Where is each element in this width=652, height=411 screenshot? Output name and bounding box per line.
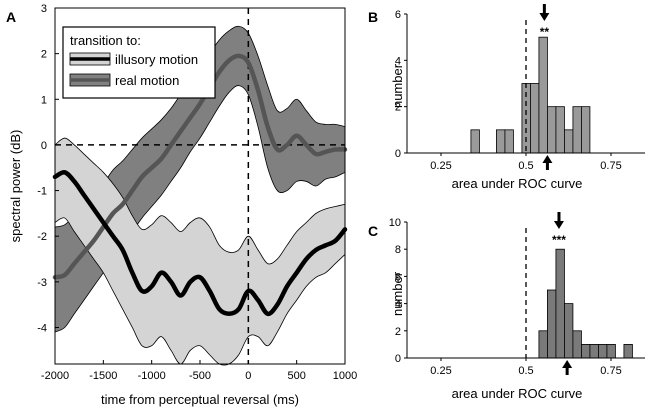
median-arrow-bottom-icon: [542, 155, 553, 163]
y-tick-label: 2: [395, 102, 401, 114]
histogram-b: 0 2 4 6 0.25 0.5 0.75 **: [395, 4, 645, 172]
line-real: [52, 53, 348, 280]
histogram-bar: [555, 248, 565, 359]
x-tick-label: 0.75: [600, 160, 621, 172]
histogram-bar: [589, 343, 599, 359]
panel-label-c: C: [368, 223, 378, 239]
y-tick-label: -4: [37, 322, 47, 334]
x-tick-label: 500: [287, 370, 305, 382]
x-axis-label-c: area under ROC curve: [452, 386, 583, 401]
y-tick-label: 3: [41, 3, 47, 15]
legend: transition to: illusory motion real moti…: [62, 26, 216, 99]
y-axis-label-c: number: [390, 271, 405, 316]
x-tick-label: 0.25: [430, 160, 451, 172]
x-tick-label: 0.5: [518, 365, 533, 377]
x-tick-label: 0.75: [600, 365, 621, 377]
histogram-bar: [547, 106, 557, 154]
line-illusory: [52, 170, 348, 317]
histogram-bar: [496, 129, 506, 154]
y-tick-label: 2: [41, 49, 47, 61]
y-tick-label: 4: [395, 299, 401, 311]
series-lines: [52, 53, 348, 317]
histogram-bar: [547, 289, 557, 359]
mean-arrow-top-icon: [553, 221, 564, 229]
panel-label-a: A: [6, 9, 16, 25]
x-tick-label: -500: [189, 370, 211, 382]
histogram-bar: [623, 343, 633, 359]
histogram-bar: [581, 106, 591, 154]
y-tick-label: 6: [395, 271, 401, 283]
panel-c: C 0 2 4 6 8 10 0.25 0.5 0.75 *** area under ROC c…: [368, 212, 645, 401]
x-tick-label: 1000: [333, 370, 357, 382]
y-ticks-a: 3 2 1 0 -1 -2 -3 -4: [37, 3, 59, 334]
legend-label-real: real motion: [115, 73, 179, 88]
histogram-bar: [538, 36, 548, 154]
y-tick-label: 10: [389, 217, 401, 229]
legend-title: transition to:: [70, 33, 141, 48]
histogram-bar: [581, 343, 591, 359]
y-tick-label: -2: [37, 231, 47, 243]
y-tick-label: -1: [37, 186, 47, 198]
histogram-bar: [606, 343, 616, 359]
histogram-bar: [564, 303, 574, 359]
y-tick-label: 6: [395, 9, 401, 21]
x-tick-label: -2000: [41, 370, 69, 382]
histogram-bar: [504, 129, 514, 154]
y-tick-label: 8: [395, 244, 401, 256]
y-tick-label: 0: [395, 353, 401, 365]
x-tick-label: 0.25: [430, 365, 451, 377]
histogram-bar: [555, 106, 565, 154]
panel-b: B 0 2 4 6 0.25 0.5 0.75 ** area under ROC curve…: [368, 4, 645, 191]
x-ticks-a: -2000 -1500 -1000 -500 0 500 1000: [41, 360, 357, 382]
histogram-bar: [598, 343, 608, 359]
median-arrow-bottom-icon: [562, 360, 573, 368]
y-tick-label: 1: [41, 94, 47, 106]
histogram-bar: [572, 106, 582, 154]
x-axis-label-a: time from perceptual reversal (ms): [101, 392, 299, 407]
histogram-bar: [564, 129, 574, 154]
y-tick-label: 0: [395, 148, 401, 160]
x-tick-label: 0.5: [518, 160, 533, 172]
histogram-bar: [470, 129, 480, 154]
histogram-bar: [538, 330, 548, 359]
mean-arrow-top-icon: [539, 13, 550, 21]
y-tick-label: 0: [41, 140, 47, 152]
x-axis-label-b: area under ROC curve: [452, 176, 583, 191]
histogram-bar: [530, 83, 540, 154]
y-axis-label-b: number: [390, 63, 405, 108]
y-tick-label: -3: [37, 277, 47, 289]
y-tick-label: 2: [395, 326, 401, 338]
x-tick-label: -1500: [89, 370, 117, 382]
histogram-bar: [572, 330, 582, 359]
x-tick-label: 0: [245, 370, 251, 382]
histogram-c: 0 2 4 6 8 10 0.25 0.5 0.75 ***: [389, 212, 645, 377]
y-tick-label: 4: [395, 55, 401, 67]
x-tick-label: -1000: [138, 370, 166, 382]
legend-label-illusory: illusory motion: [115, 52, 198, 67]
panel-a: A -2000 -1500 -1000 -500 0 500 1000 3 2 1 0 -1 -2 -3…: [6, 3, 357, 407]
y-axis-label-a: spectral power (dB): [8, 130, 23, 243]
panel-label-b: B: [368, 9, 378, 25]
significance-stars: **: [540, 25, 550, 39]
significance-stars: ***: [552, 233, 566, 247]
